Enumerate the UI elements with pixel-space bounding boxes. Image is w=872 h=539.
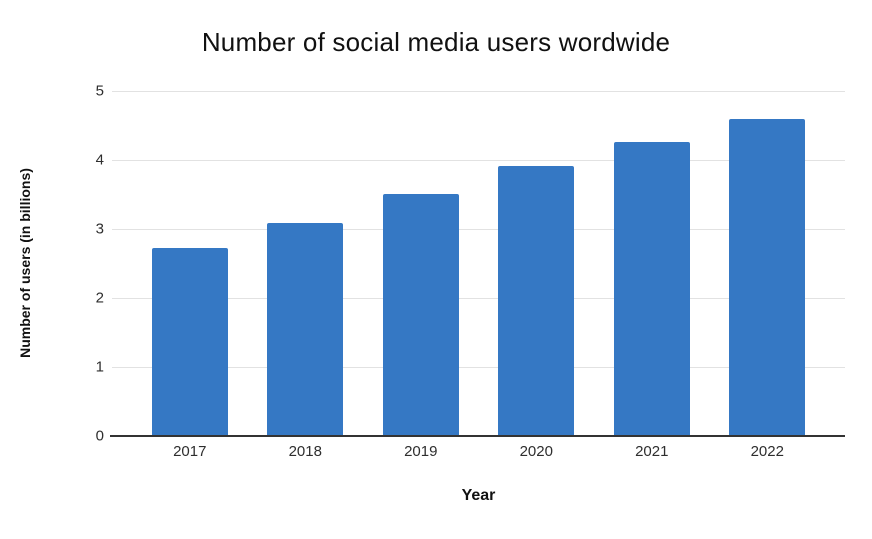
x-tick-label-2018: 2018 — [288, 443, 322, 460]
bar-2020 — [498, 166, 575, 436]
gridline-y-5 — [112, 91, 845, 92]
x-axis-title: Year — [461, 487, 496, 504]
chart-title: Number of social media users wordwide — [201, 27, 671, 57]
bar-slot-2018 — [248, 91, 364, 436]
y-tick-label-3: 3 — [95, 220, 104, 238]
x-tick-label-2020: 2020 — [519, 443, 553, 460]
y-tick-label-5: 5 — [95, 82, 104, 100]
bar-slot-2022 — [710, 91, 826, 436]
x-tick-label-2021: 2021 — [635, 443, 669, 460]
bar-slot-2017 — [132, 91, 248, 436]
bar-2017 — [151, 247, 228, 436]
bar-2021 — [613, 142, 690, 436]
plot-area — [110, 91, 845, 437]
x-axis-tick-labels: 2017 2018 2019 2020 2021 2022 — [112, 443, 845, 460]
bar-2022 — [729, 119, 806, 436]
bar-slot-2019 — [363, 91, 479, 436]
y-tick-label-4: 4 — [95, 151, 104, 169]
gridline-y-2 — [112, 298, 845, 299]
x-tick-label-2019: 2019 — [404, 443, 438, 460]
x-axis-line — [110, 435, 845, 437]
y-axis-title-text: Number of users (in billions) — [17, 168, 33, 358]
y-tick-label-0: 0 — [95, 427, 104, 445]
gridline-y-1 — [112, 367, 845, 368]
gridline-y-3 — [112, 229, 845, 230]
y-tick-label-1: 1 — [95, 358, 104, 376]
bar-2018 — [267, 222, 344, 436]
x-tick-label-2017: 2017 — [173, 443, 207, 460]
bar-slot-2020 — [479, 91, 595, 436]
bar-slot-2021 — [594, 91, 710, 436]
bar-series — [112, 91, 845, 436]
y-tick-label-2: 2 — [95, 289, 104, 307]
gridline-y-4 — [112, 160, 845, 161]
bar-2019 — [382, 193, 459, 436]
x-tick-label-2022: 2022 — [750, 443, 784, 460]
y-axis-tick-labels: 0 1 2 3 4 5 — [56, 84, 104, 444]
